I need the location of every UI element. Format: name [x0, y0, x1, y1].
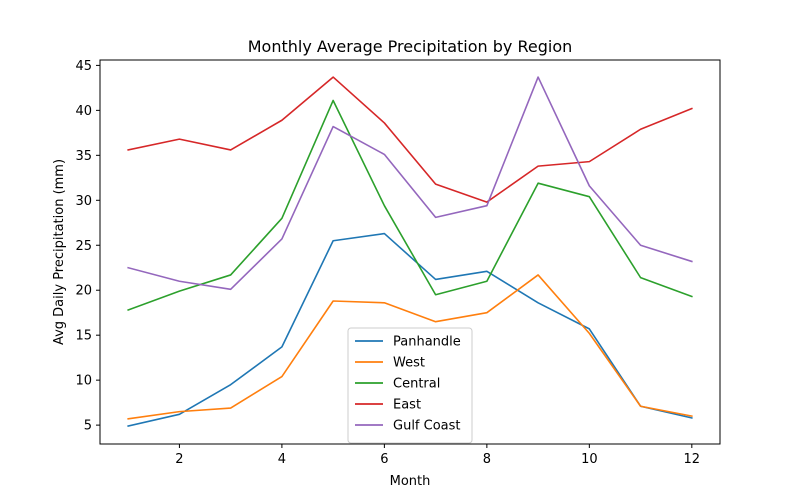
y-tick-label: 35 — [75, 149, 92, 164]
chart-title: Monthly Average Precipitation by Region — [248, 37, 573, 56]
x-tick-label: 2 — [175, 452, 183, 467]
series-line-central — [127, 99, 693, 312]
legend: Panhandle West Central East Gulf Coast — [347, 327, 473, 444]
y-tick-label: 20 — [75, 284, 92, 299]
series-line-panhandle — [127, 232, 693, 427]
x-tick-label: 6 — [380, 452, 388, 467]
legend-box — [347, 327, 473, 444]
legend-label: East — [393, 398, 421, 413]
x-axis: 2 4 6 8 10 12 — [175, 444, 700, 467]
y-tick-label: 10 — [75, 374, 92, 389]
y-tick-label: 40 — [75, 104, 92, 119]
legend-label: Central — [393, 377, 440, 392]
series-line-east — [127, 76, 693, 203]
y-axis-label: Avg Daily Precipitation (mm) — [52, 159, 67, 345]
series-line-west — [127, 274, 693, 420]
y-tick-label: 15 — [75, 329, 92, 344]
x-tick-label: 4 — [278, 452, 286, 467]
y-tick-label: 45 — [75, 59, 92, 74]
x-tick-label: 8 — [483, 452, 491, 467]
x-tick-label: 10 — [581, 452, 598, 467]
legend-label: West — [393, 356, 425, 371]
legend-label: Gulf Coast — [393, 419, 461, 434]
plot-frame — [99, 59, 721, 445]
y-axis: 5 10 15 20 25 30 35 40 45 — [75, 59, 100, 434]
x-axis-label: Month — [390, 474, 431, 489]
y-tick-label: 25 — [75, 239, 92, 254]
series-line-gulf-coast — [127, 76, 693, 291]
legend-label: Panhandle — [393, 335, 461, 350]
y-tick-label: 5 — [84, 419, 92, 434]
x-tick-label: 12 — [684, 452, 701, 467]
plot-area — [127, 76, 693, 427]
y-tick-label: 30 — [75, 194, 92, 209]
